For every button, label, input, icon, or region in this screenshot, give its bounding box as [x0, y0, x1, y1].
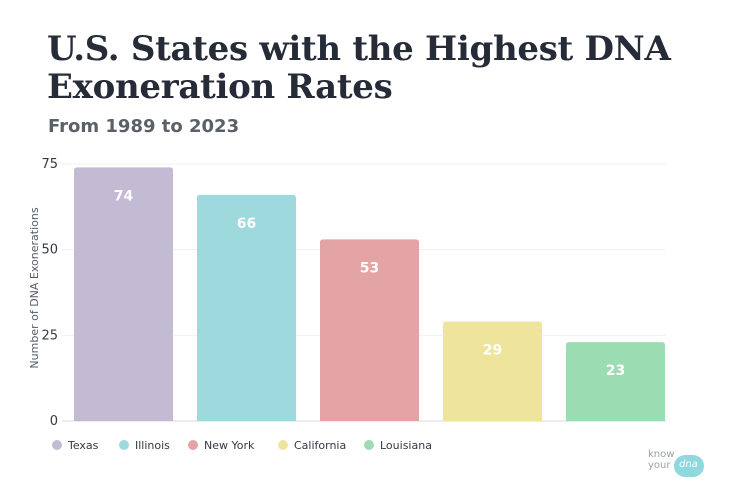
y-tick-label: 75	[41, 157, 58, 172]
legend-swatch	[364, 440, 374, 450]
logo-badge	[674, 455, 704, 477]
legend-label: Illinois	[135, 439, 170, 452]
data-label: 23	[606, 363, 625, 379]
y-axis-label: Number of DNA Exonerations	[28, 207, 41, 368]
logo-text-your: your	[648, 460, 671, 471]
data-label: 29	[483, 343, 502, 359]
data-label: 66	[237, 216, 256, 232]
chart-subtitle: From 1989 to 2023	[48, 116, 240, 137]
data-label: 53	[360, 260, 379, 276]
y-axis-ticks: 0 25 50 75	[41, 157, 58, 429]
bar-new-york	[320, 239, 419, 421]
logo-text-dna: dna	[679, 459, 698, 470]
data-labels: 74 66 53 29 23	[114, 188, 625, 379]
legend-swatch	[119, 440, 129, 450]
legend-label: Texas	[67, 439, 99, 452]
bar-louisiana	[566, 342, 665, 421]
bar-illinois	[197, 194, 296, 421]
y-tick-label: 0	[50, 414, 58, 429]
logo-text-know: know	[648, 449, 675, 460]
bars	[74, 167, 665, 421]
legend-label: Louisiana	[380, 439, 432, 452]
y-tick-label: 50	[41, 243, 58, 258]
bar-texas	[74, 167, 173, 421]
chart-title: U.S. States with the Highest DNA Exonera…	[47, 29, 671, 107]
legend-swatch	[188, 440, 198, 450]
legend: Texas Illinois New York California Louisiana	[52, 439, 432, 452]
legend-swatch	[278, 440, 288, 450]
data-label: 74	[114, 188, 134, 204]
y-tick-label: 25	[41, 328, 58, 343]
legend-label: California	[294, 439, 346, 452]
legend-swatch	[52, 440, 62, 450]
knowyourdna-logo: know your dna	[648, 448, 708, 478]
legend-label: New York	[204, 439, 255, 452]
bar-california	[443, 321, 542, 421]
